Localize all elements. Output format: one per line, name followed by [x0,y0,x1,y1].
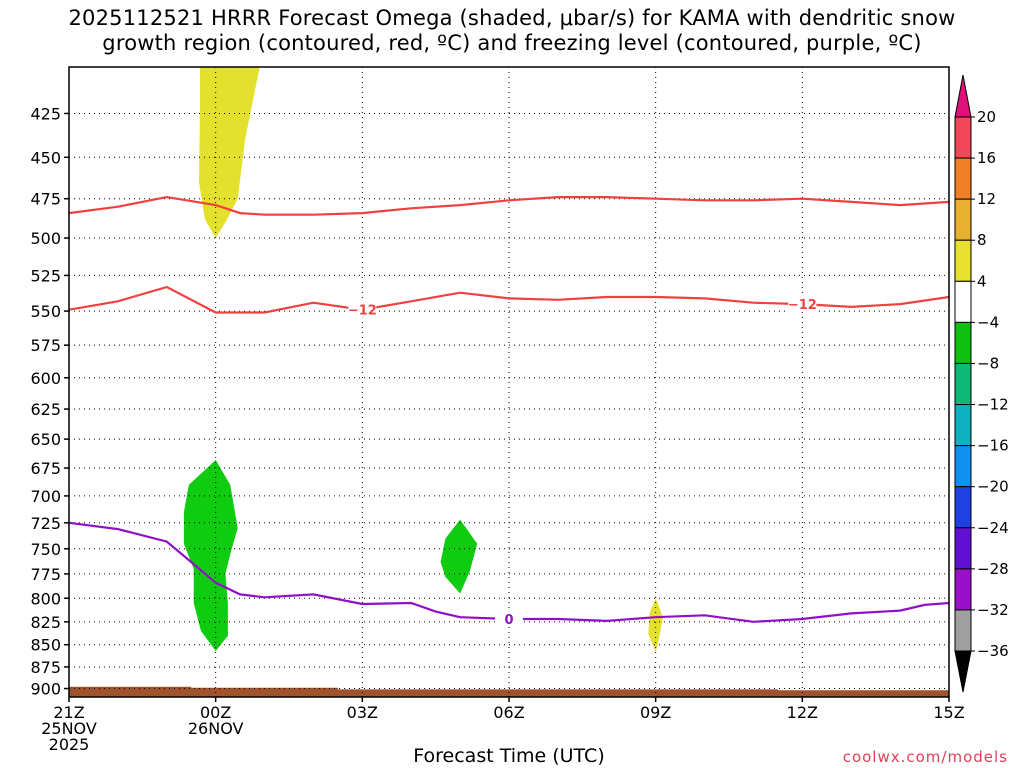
y-tick-label: 525 [30,266,61,285]
colorbar-swatch [954,280,972,323]
colorbar-swatch [954,609,972,652]
y-tick-label: 850 [30,636,61,655]
x-tick-label: 09Z [640,703,671,722]
colorbar-swatch [954,116,972,159]
colorbar-label: −8 [977,354,999,372]
colorbar-swatch [954,486,972,529]
colorbar-label: −4 [977,313,999,331]
y-tick-label: 725 [30,514,61,533]
colorbar-label: 16 [977,149,996,167]
colorbar-label: −16 [977,437,1009,455]
colorbar-label: 4 [977,272,987,290]
y-tick-label: 775 [30,565,61,584]
colorbar-label: −36 [977,642,1009,660]
colorbar-swatch [954,445,972,488]
colorbar-label: 12 [977,190,996,208]
colorbar-swatch [954,527,972,570]
colorbar-swatch [954,321,972,364]
colorbar-label: −12 [977,396,1009,414]
y-tick-label: 550 [30,302,61,321]
y-tick-label: 500 [30,229,61,248]
chart-title: 2025112521 HRRR Forecast Omega (shaded, … [68,6,956,55]
colorbar-swatch [954,198,972,241]
colorbar-label: −24 [977,519,1009,537]
y-tick-label: 675 [30,459,61,478]
contour-label-bg [495,611,523,628]
contour-label-bg [348,301,377,318]
y-tick-label: 475 [30,190,61,209]
colorbar-label: −20 [977,478,1009,496]
y-tick-label: 650 [30,430,61,449]
x-tick-label: 12Z [787,703,818,722]
x-axis-label: Forecast Time (UTC) [413,745,605,767]
colorbar-bottom-arrow [954,650,972,693]
contour-label-bg [788,296,817,313]
contour-dendritic-top [69,195,949,216]
shade-omega-positive-lowmid [648,598,663,652]
x-tick-label: 15Z [933,703,964,722]
y-tick-label: 825 [30,613,61,632]
shade-omega-negative-mid [440,519,478,594]
colorbar-top-arrow [954,74,972,118]
y-tick-label: 900 [30,680,61,699]
contour-label: 0 [504,613,513,628]
contour-label: −12 [788,298,817,313]
shade-omega-negative-low-left [183,460,238,651]
x-tick-label: 00Z 26NOV [188,703,244,738]
terrain-fill [69,686,949,697]
y-tick-label: 575 [30,336,61,355]
colorbar-swatch [954,568,972,611]
contour-label: −12 [348,304,377,319]
y-tick-label: 425 [30,104,61,123]
contour-freezing-level [69,521,949,623]
colorbar-label: −28 [977,560,1009,578]
y-tick-label: 450 [30,148,61,167]
y-tick-label: 800 [30,589,61,608]
colorbar-swatch [954,404,972,447]
y-tick-label: 600 [30,369,61,388]
shade-omega-positive-upper [199,67,260,238]
colorbar-swatch [954,239,972,282]
colorbar-label: −32 [977,601,1009,619]
y-tick-label: 700 [30,487,61,506]
x-tick-label: 06Z [493,703,524,722]
contour-dendritic-bottom [69,285,949,314]
credit-text[interactable]: coolwx.com/models [842,748,1008,766]
y-tick-label: 750 [30,540,61,559]
x-tick-label: 03Z [347,703,378,722]
x-tick-label: 21Z 25NOV 2025 [41,703,97,754]
colorbar-swatch [954,362,972,406]
colorbar-swatch [954,157,972,200]
colorbar-label: 8 [977,231,987,249]
y-tick-label: 625 [30,400,61,419]
colorbar-label: 20 [977,108,996,126]
y-tick-label: 875 [30,658,61,677]
